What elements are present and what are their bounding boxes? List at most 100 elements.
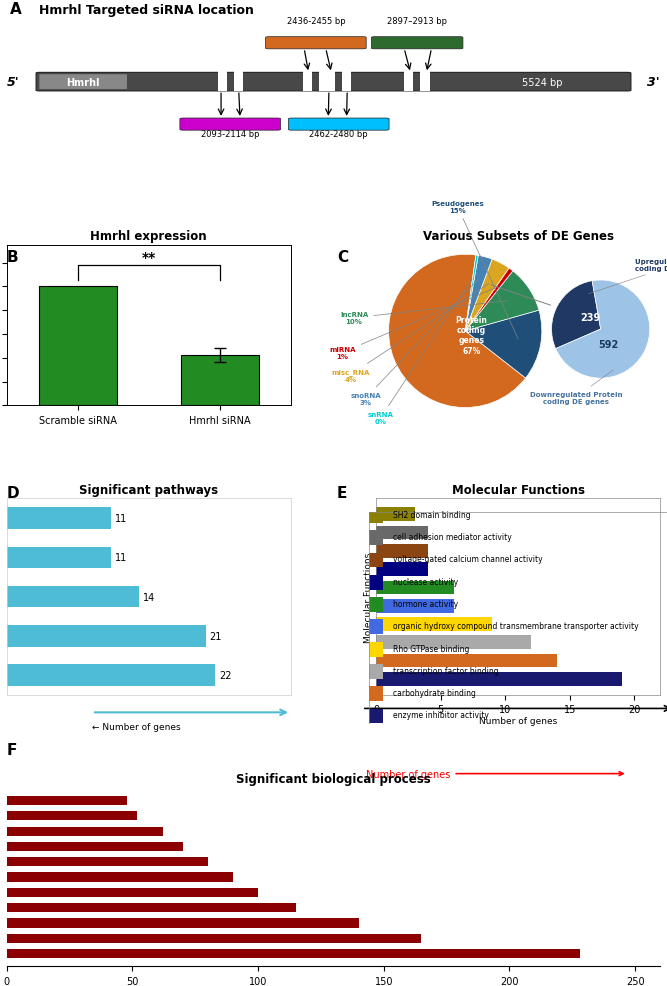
Wedge shape xyxy=(465,256,492,331)
Bar xyxy=(39,287,117,406)
Text: 5524 bp: 5524 bp xyxy=(522,78,563,88)
Bar xyxy=(376,581,454,595)
Text: snRNA
0%: snRNA 0% xyxy=(368,279,472,424)
Bar xyxy=(181,356,259,406)
Text: **: ** xyxy=(141,250,156,264)
Text: transcription factor binding: transcription factor binding xyxy=(393,667,499,675)
Bar xyxy=(7,918,359,928)
Bar xyxy=(370,553,383,568)
Text: Hmrhl: Hmrhl xyxy=(67,78,100,88)
Text: 239: 239 xyxy=(581,313,601,322)
Text: cell adhesion mediator activity: cell adhesion mediator activity xyxy=(393,532,512,541)
Bar xyxy=(370,598,383,612)
Text: 3': 3' xyxy=(647,76,660,89)
Text: 11: 11 xyxy=(115,553,127,563)
Text: 2436-2455 bp: 2436-2455 bp xyxy=(287,17,345,26)
Text: Number of genes: Number of genes xyxy=(479,717,558,726)
Title: Molecular Functions: Molecular Functions xyxy=(452,483,585,496)
Bar xyxy=(370,530,383,545)
Wedge shape xyxy=(465,255,478,331)
Bar xyxy=(325,72,335,92)
Bar xyxy=(234,72,243,92)
Wedge shape xyxy=(465,260,509,331)
Bar xyxy=(7,811,137,820)
Bar xyxy=(7,934,422,943)
Bar xyxy=(376,508,415,522)
Bar xyxy=(376,599,454,613)
Text: F: F xyxy=(7,742,17,757)
Bar xyxy=(342,72,351,92)
Bar xyxy=(7,949,580,958)
Title: Significant pathways: Significant pathways xyxy=(79,483,218,496)
Wedge shape xyxy=(552,281,601,349)
Text: hormone activity: hormone activity xyxy=(393,599,458,608)
Bar xyxy=(7,587,139,607)
Bar xyxy=(7,887,258,897)
Text: 2462-2480 bp: 2462-2480 bp xyxy=(309,130,368,139)
Bar xyxy=(376,672,622,686)
FancyBboxPatch shape xyxy=(39,75,127,90)
Text: Rho GTPase binding: Rho GTPase binding xyxy=(393,644,470,653)
Text: 11: 11 xyxy=(115,514,127,524)
Wedge shape xyxy=(389,255,526,408)
Bar xyxy=(7,903,295,912)
Text: Upregulated Protein
coding DE genes: Upregulated Protein coding DE genes xyxy=(588,259,667,295)
Bar xyxy=(370,575,383,590)
Text: enzyme inhibitor activity: enzyme inhibitor activity xyxy=(393,711,489,720)
Text: siRNA 4: siRNA 4 xyxy=(207,120,253,130)
Bar xyxy=(376,617,492,631)
Bar xyxy=(7,826,163,836)
FancyBboxPatch shape xyxy=(265,37,366,49)
FancyBboxPatch shape xyxy=(372,37,463,49)
Bar xyxy=(404,72,414,92)
Text: E: E xyxy=(337,486,348,501)
Bar xyxy=(376,636,531,650)
Text: 21: 21 xyxy=(209,631,221,641)
Text: Number of genes: Number of genes xyxy=(366,769,623,779)
Bar xyxy=(370,665,383,679)
Text: lncRNA
10%: lncRNA 10% xyxy=(340,302,508,325)
Bar xyxy=(7,665,215,686)
Text: C: C xyxy=(337,249,348,264)
Text: SH2 domain binding: SH2 domain binding xyxy=(393,511,471,520)
FancyBboxPatch shape xyxy=(36,73,631,92)
Bar xyxy=(376,544,428,558)
Text: voltage-gated calcium channel activity: voltage-gated calcium channel activity xyxy=(393,555,543,564)
Text: D: D xyxy=(7,486,19,501)
Bar xyxy=(39,287,117,406)
Bar xyxy=(376,654,557,668)
Text: 2897–2913 bp: 2897–2913 bp xyxy=(387,17,447,26)
Text: siRNA 1: siRNA 1 xyxy=(394,38,440,48)
Text: A: A xyxy=(10,2,22,17)
Bar xyxy=(370,709,383,724)
Text: Pseudogenes
15%: Pseudogenes 15% xyxy=(431,201,518,339)
Bar xyxy=(7,547,111,569)
Text: 22: 22 xyxy=(219,670,231,680)
Text: carbohydrate binding: carbohydrate binding xyxy=(393,688,476,697)
Text: siRNA 2: siRNA 2 xyxy=(293,38,339,48)
Text: Hmrhl Targeted siRNA location: Hmrhl Targeted siRNA location xyxy=(39,4,254,17)
Bar xyxy=(370,686,383,701)
Text: nuclease activity: nuclease activity xyxy=(393,577,458,586)
Text: 14: 14 xyxy=(143,592,155,602)
Wedge shape xyxy=(556,281,650,379)
Bar xyxy=(319,72,328,92)
Text: organic hydroxy compound transmembrane transporter activity: organic hydroxy compound transmembrane t… xyxy=(393,621,639,631)
Wedge shape xyxy=(465,311,542,379)
Y-axis label: Molecular Functions: Molecular Functions xyxy=(364,552,374,642)
FancyBboxPatch shape xyxy=(180,119,281,131)
Text: Protein
coding
genes
67%: Protein coding genes 67% xyxy=(456,316,488,356)
Bar xyxy=(7,508,111,529)
Bar xyxy=(7,842,183,851)
Text: 592: 592 xyxy=(598,339,618,349)
Title: Various Subsets of DE Genes: Various Subsets of DE Genes xyxy=(423,230,614,243)
Bar xyxy=(376,527,428,540)
Bar xyxy=(7,873,233,881)
Bar xyxy=(370,620,383,635)
Title: Significant biological process: Significant biological process xyxy=(236,773,431,786)
Text: 5': 5' xyxy=(7,76,20,89)
Bar xyxy=(370,642,383,657)
Bar xyxy=(376,563,428,577)
Bar xyxy=(420,72,430,92)
Text: miRNA
1%: miRNA 1% xyxy=(329,289,496,359)
